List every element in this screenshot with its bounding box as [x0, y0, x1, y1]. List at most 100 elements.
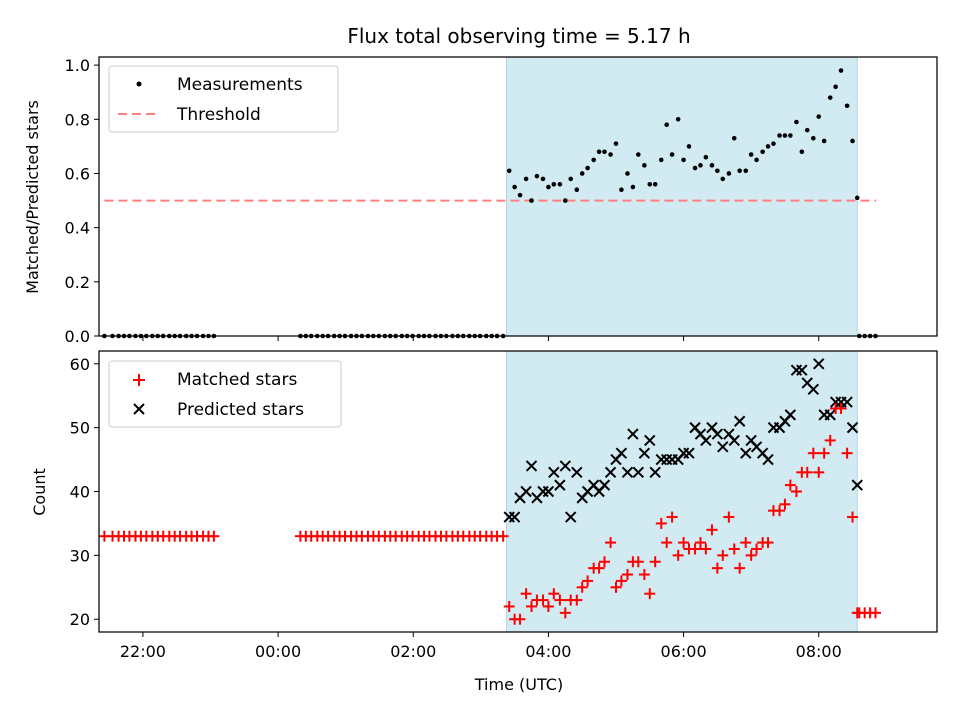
time-axis-label: Time (UTC)	[474, 675, 563, 694]
measurement-point	[833, 84, 838, 90]
count-panel: 20 30 40 50 60 22:00 00:00 02:00 04:00 06:00 08:0…	[30, 350, 938, 694]
measurement-point	[794, 119, 799, 125]
matched-star-point	[745, 549, 757, 561]
predicted-star-point	[615, 447, 628, 459]
ratio-y-axis-label: Matched/Predicted stars	[23, 100, 42, 294]
x-tick-label: 02:00	[390, 642, 436, 661]
measurement-point	[602, 149, 607, 155]
predicted-star-point	[796, 364, 808, 376]
predicted-star-point	[740, 447, 752, 459]
measurement-point	[743, 168, 749, 174]
y-tick-label: 0.2	[65, 273, 90, 292]
matched-star-point	[779, 498, 791, 510]
predicted-star-point	[762, 453, 774, 466]
measurement-point	[608, 152, 613, 157]
predicted-star-point	[700, 434, 712, 447]
measurement-point	[506, 168, 512, 174]
matched-star-point	[700, 543, 712, 555]
ratio-legend: Measurements Threshold	[108, 65, 339, 133]
predicted-star-point	[851, 479, 863, 491]
observing-window-shade	[506, 56, 858, 337]
measurement-point	[816, 114, 822, 119]
predicted-star-point	[846, 421, 859, 434]
matched-star-point	[689, 543, 701, 555]
legend-measurement-marker	[136, 81, 142, 87]
matched-star-point	[655, 517, 667, 529]
measurement-point	[551, 182, 557, 187]
measurement-point	[827, 95, 833, 100]
measurement-point	[726, 171, 732, 176]
measurement-point	[675, 117, 681, 122]
measurement-point	[523, 176, 529, 182]
measurement-point	[669, 152, 675, 157]
matched-star-point	[638, 569, 650, 581]
matched-star-point	[615, 575, 627, 587]
measurement-point	[799, 149, 805, 155]
y-tick-label: 0.8	[65, 110, 90, 129]
matched-star-point	[514, 613, 526, 625]
matched-star-point	[706, 524, 718, 536]
predicted-star-point	[571, 466, 583, 479]
matched-star-point	[734, 562, 746, 574]
y-tick-label: 20	[70, 610, 90, 629]
measurement-point	[596, 149, 602, 155]
y-tick-label: 0.4	[65, 219, 90, 238]
x-tick-label: 00:00	[255, 642, 301, 661]
matched-star-point	[542, 600, 554, 612]
matched-star-point	[644, 588, 656, 600]
predicted-star-point	[559, 460, 572, 472]
matched-star-point	[774, 505, 786, 517]
matched-star-point	[740, 537, 752, 549]
matched-star-point	[661, 537, 673, 549]
measurement-point	[709, 163, 715, 168]
measurement-point	[591, 157, 596, 163]
measurement-point	[748, 152, 754, 157]
measurement-point	[512, 184, 517, 190]
measurement-point	[546, 184, 551, 190]
x-tick-label: 06:00	[661, 642, 707, 661]
ratio-panel: 0.0 0.2 0.4 0.6 0.8 1.0 Matched/Predicted sta…	[23, 56, 938, 346]
matched-star-point	[632, 556, 644, 568]
measurement-point	[517, 192, 523, 198]
measurement-point	[844, 103, 850, 109]
matched-star-point	[801, 466, 813, 478]
measurement-point	[760, 149, 765, 155]
predicted-star-point	[733, 415, 746, 427]
measurement-point	[579, 171, 585, 176]
predicted-star-point	[520, 485, 532, 498]
matched-star-point	[847, 511, 859, 523]
matched-star-point	[717, 549, 729, 561]
measurement-point	[754, 157, 759, 163]
measurement-point	[804, 127, 810, 133]
measurement-point	[686, 144, 692, 149]
legend-matched-label: Matched stars	[177, 370, 297, 390]
matched-star-point	[497, 530, 509, 542]
matched-star-point	[762, 537, 774, 549]
legend-predicted-marker	[133, 403, 145, 415]
count-y-axis-label: Count	[30, 468, 49, 516]
predicted-star-point	[542, 485, 555, 498]
measurement-point	[664, 122, 669, 128]
matched-star-point	[678, 537, 690, 549]
measurement-point	[540, 176, 546, 182]
y-tick-label: 0.6	[65, 164, 90, 183]
matched-star-point	[723, 511, 735, 523]
matched-star-point	[807, 447, 819, 459]
matched-star-point	[610, 581, 622, 593]
matched-star-point	[582, 575, 594, 587]
matched-star-point	[711, 562, 723, 574]
measurement-point	[850, 138, 855, 144]
measurement-point	[715, 168, 720, 174]
predicted-star-point	[649, 466, 661, 479]
measurement-point	[613, 141, 619, 146]
y-tick-label: 30	[70, 546, 90, 565]
predicted-star-point	[711, 428, 724, 440]
measurement-point	[647, 182, 653, 187]
matched-star-point	[870, 607, 882, 619]
measurement-point	[811, 135, 816, 141]
legend-threshold-label: Threshold	[176, 105, 261, 125]
measurement-point	[635, 152, 641, 157]
measurement-point	[782, 133, 788, 138]
predicted-star-point	[598, 479, 611, 491]
